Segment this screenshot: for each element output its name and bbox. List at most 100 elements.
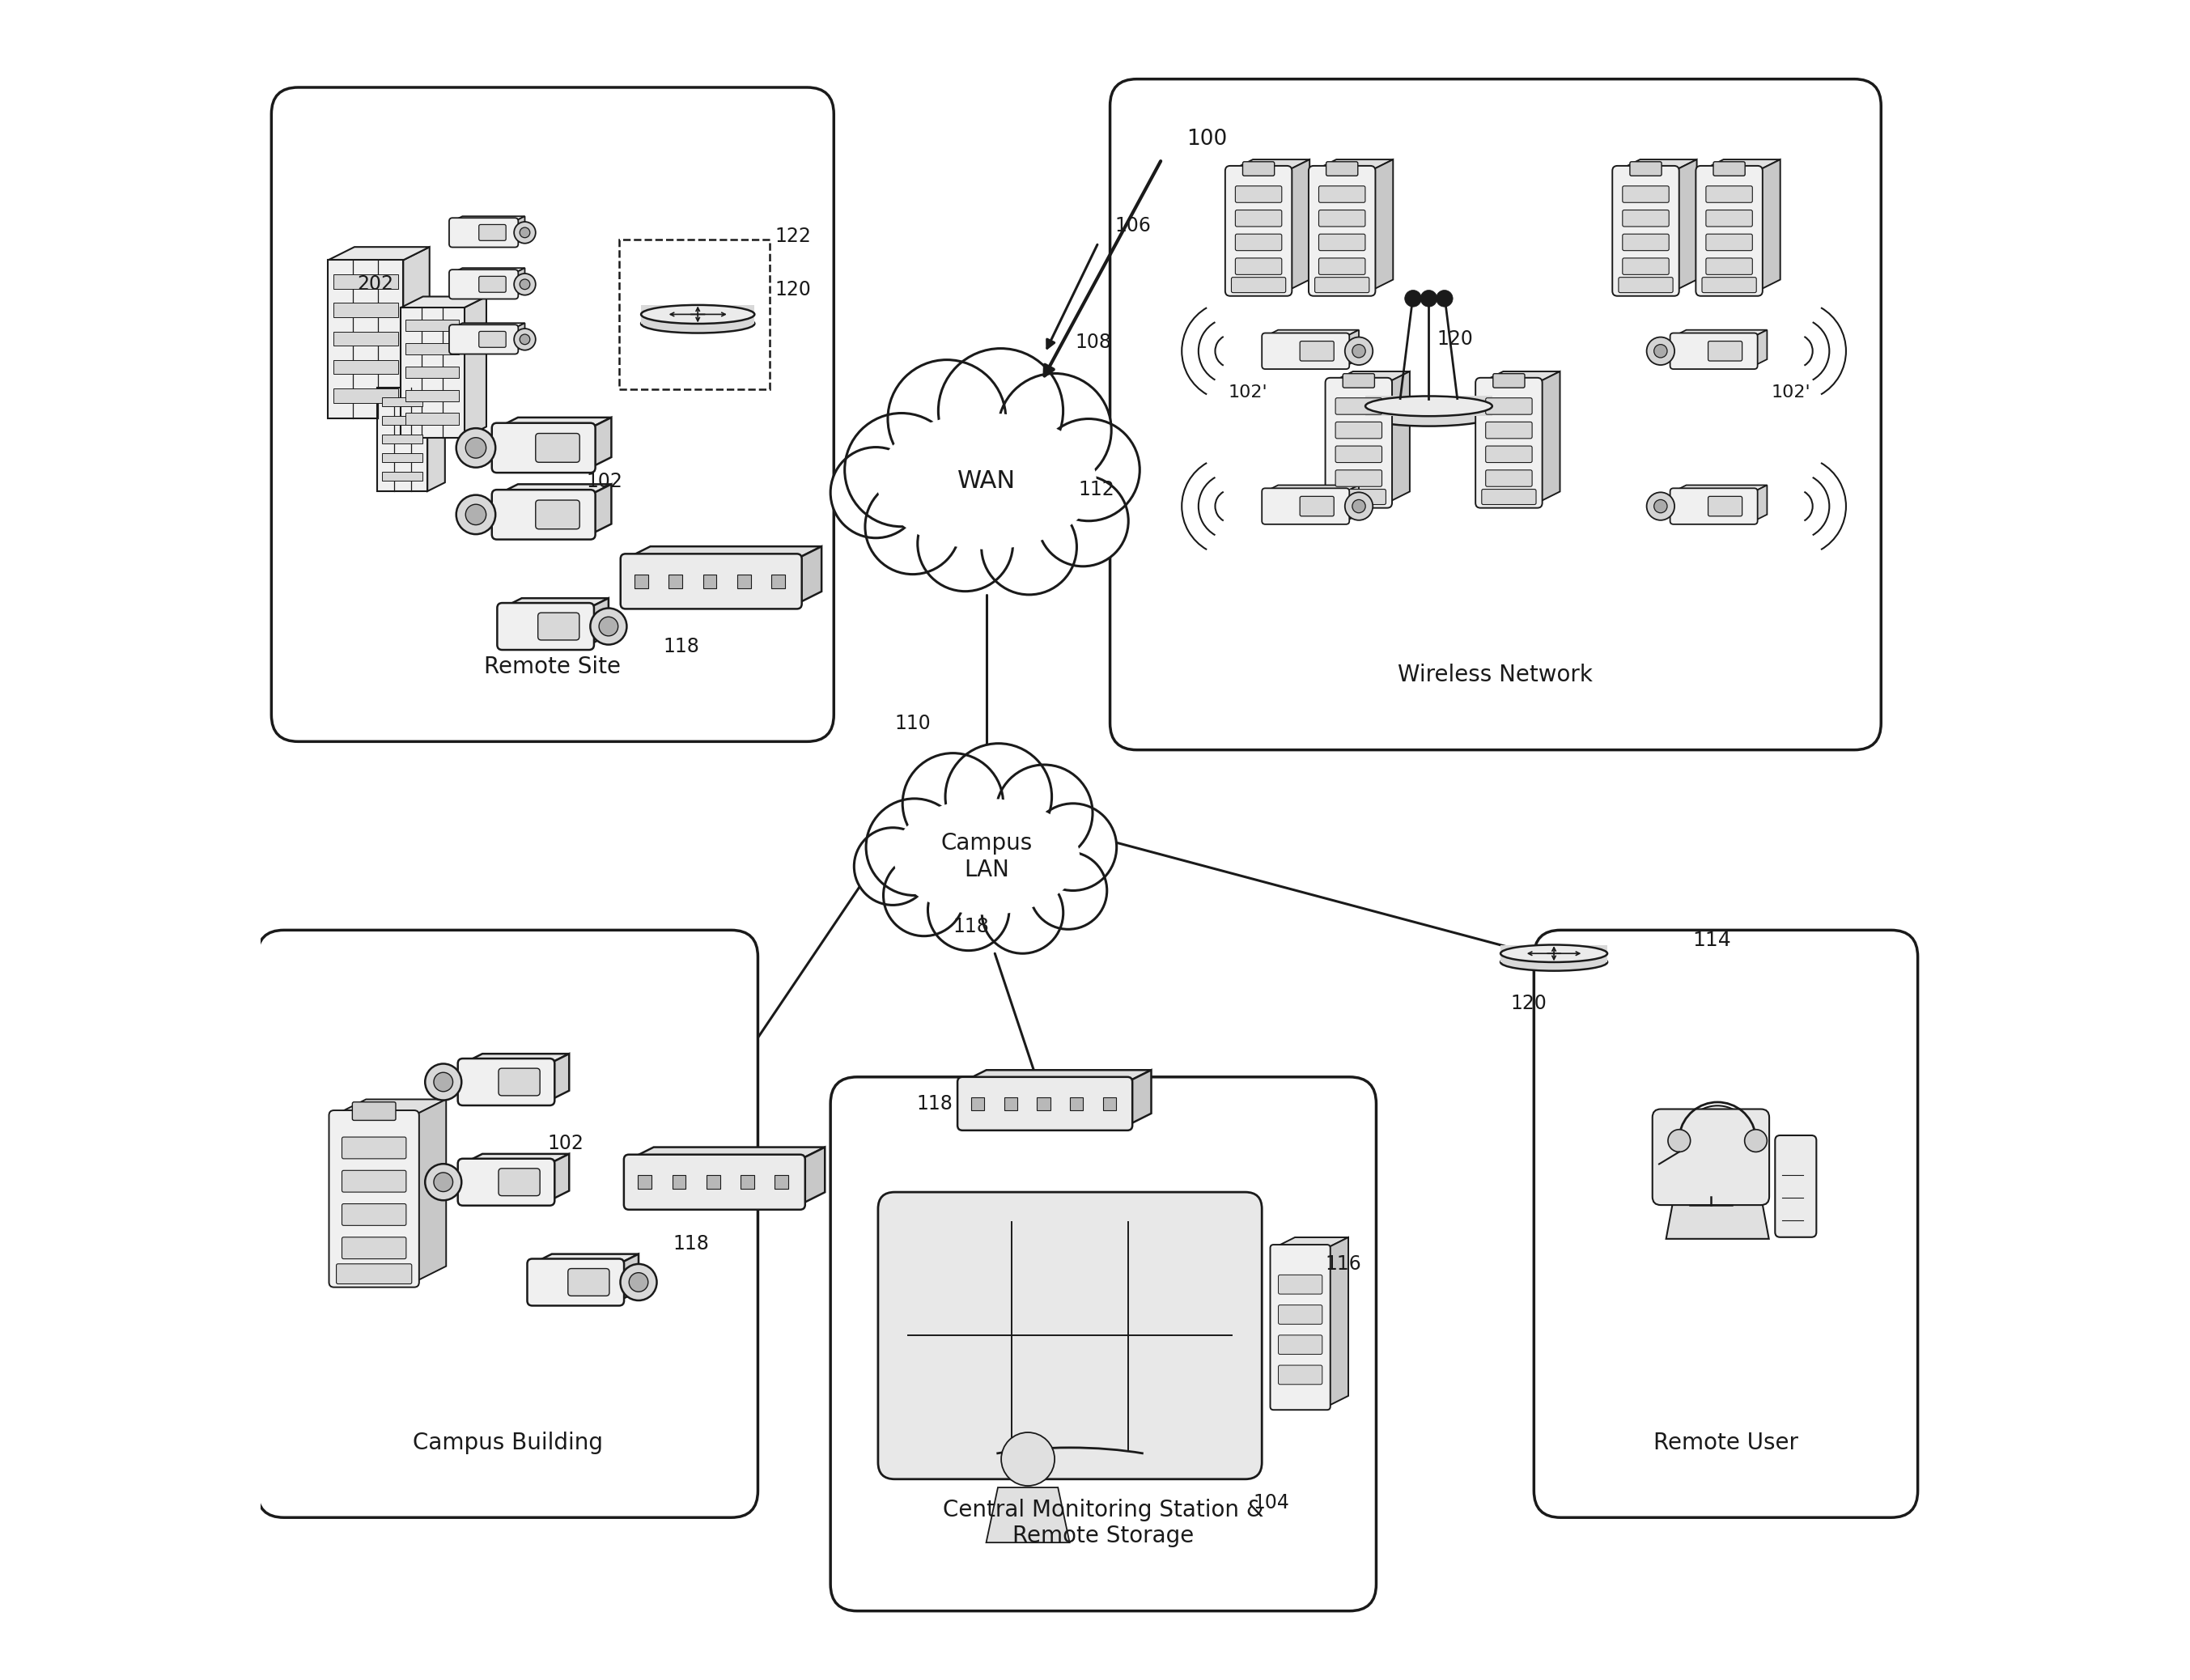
FancyBboxPatch shape bbox=[635, 575, 648, 588]
FancyBboxPatch shape bbox=[1713, 161, 1745, 176]
Text: 112: 112 bbox=[1077, 480, 1115, 499]
Polygon shape bbox=[550, 1154, 569, 1201]
Polygon shape bbox=[1347, 486, 1358, 521]
FancyBboxPatch shape bbox=[333, 360, 399, 375]
Polygon shape bbox=[961, 1070, 1152, 1082]
Text: 120: 120 bbox=[1511, 995, 1546, 1013]
FancyBboxPatch shape bbox=[775, 1176, 788, 1189]
Polygon shape bbox=[1673, 160, 1697, 291]
Text: 118: 118 bbox=[664, 637, 699, 657]
FancyBboxPatch shape bbox=[333, 302, 399, 318]
Circle shape bbox=[434, 1173, 453, 1191]
FancyBboxPatch shape bbox=[449, 269, 519, 299]
FancyBboxPatch shape bbox=[1485, 398, 1533, 415]
Circle shape bbox=[1029, 852, 1106, 929]
Text: 108: 108 bbox=[1075, 333, 1110, 353]
Text: 106: 106 bbox=[1115, 217, 1152, 235]
FancyBboxPatch shape bbox=[642, 306, 756, 324]
FancyBboxPatch shape bbox=[970, 1097, 983, 1110]
Polygon shape bbox=[453, 269, 526, 272]
Polygon shape bbox=[1673, 329, 1767, 336]
Circle shape bbox=[425, 1164, 462, 1200]
Polygon shape bbox=[453, 217, 526, 222]
FancyBboxPatch shape bbox=[1235, 210, 1281, 227]
FancyBboxPatch shape bbox=[1231, 277, 1286, 292]
FancyBboxPatch shape bbox=[1706, 259, 1752, 274]
Polygon shape bbox=[629, 1147, 826, 1159]
FancyBboxPatch shape bbox=[1235, 234, 1281, 250]
FancyBboxPatch shape bbox=[957, 1077, 1132, 1131]
FancyBboxPatch shape bbox=[537, 433, 580, 462]
FancyBboxPatch shape bbox=[1279, 1336, 1323, 1354]
Polygon shape bbox=[464, 297, 486, 438]
Circle shape bbox=[1669, 1129, 1691, 1152]
FancyBboxPatch shape bbox=[383, 435, 423, 444]
Text: 114: 114 bbox=[1693, 931, 1730, 949]
FancyBboxPatch shape bbox=[1104, 1097, 1117, 1110]
Circle shape bbox=[519, 227, 530, 237]
FancyBboxPatch shape bbox=[405, 390, 460, 402]
Polygon shape bbox=[1480, 371, 1559, 383]
Polygon shape bbox=[427, 380, 445, 491]
Circle shape bbox=[854, 828, 931, 906]
Circle shape bbox=[830, 447, 922, 538]
FancyBboxPatch shape bbox=[333, 274, 399, 289]
Circle shape bbox=[1038, 475, 1128, 566]
Circle shape bbox=[1647, 492, 1675, 521]
FancyBboxPatch shape bbox=[377, 388, 427, 491]
Text: 102: 102 bbox=[548, 1134, 585, 1154]
FancyBboxPatch shape bbox=[1612, 166, 1680, 296]
Polygon shape bbox=[1754, 329, 1767, 366]
FancyBboxPatch shape bbox=[567, 1268, 609, 1295]
FancyBboxPatch shape bbox=[1224, 166, 1292, 296]
FancyBboxPatch shape bbox=[1483, 489, 1535, 504]
FancyBboxPatch shape bbox=[1342, 373, 1375, 388]
FancyBboxPatch shape bbox=[342, 1205, 405, 1225]
Polygon shape bbox=[620, 1253, 639, 1300]
Polygon shape bbox=[797, 546, 821, 603]
FancyBboxPatch shape bbox=[637, 1176, 650, 1189]
Circle shape bbox=[629, 1273, 648, 1292]
FancyBboxPatch shape bbox=[1653, 1109, 1770, 1205]
Circle shape bbox=[999, 373, 1110, 487]
Circle shape bbox=[1647, 338, 1675, 365]
FancyBboxPatch shape bbox=[333, 388, 399, 403]
Polygon shape bbox=[1347, 329, 1358, 366]
Circle shape bbox=[946, 744, 1051, 850]
Text: Central Monitoring Station &
Remote Storage: Central Monitoring Station & Remote Stor… bbox=[944, 1499, 1264, 1547]
FancyBboxPatch shape bbox=[499, 1168, 541, 1196]
FancyBboxPatch shape bbox=[328, 1110, 418, 1287]
FancyBboxPatch shape bbox=[1623, 234, 1669, 250]
Circle shape bbox=[937, 348, 1062, 474]
FancyBboxPatch shape bbox=[620, 554, 802, 608]
Polygon shape bbox=[515, 269, 526, 296]
Ellipse shape bbox=[1500, 944, 1607, 963]
Polygon shape bbox=[1537, 371, 1559, 502]
FancyBboxPatch shape bbox=[668, 575, 683, 588]
Polygon shape bbox=[1702, 160, 1780, 171]
Circle shape bbox=[929, 869, 1010, 951]
FancyBboxPatch shape bbox=[1318, 259, 1364, 274]
FancyBboxPatch shape bbox=[480, 225, 506, 240]
Circle shape bbox=[1345, 492, 1373, 521]
FancyBboxPatch shape bbox=[493, 423, 596, 472]
Text: WAN: WAN bbox=[957, 469, 1016, 492]
Circle shape bbox=[1404, 291, 1421, 307]
Circle shape bbox=[981, 499, 1077, 595]
Text: Remote User: Remote User bbox=[1653, 1431, 1798, 1455]
FancyBboxPatch shape bbox=[1702, 277, 1756, 292]
FancyBboxPatch shape bbox=[738, 575, 751, 588]
FancyBboxPatch shape bbox=[1533, 931, 1918, 1517]
Text: 116: 116 bbox=[1325, 1255, 1362, 1273]
FancyBboxPatch shape bbox=[497, 603, 593, 650]
Text: 120: 120 bbox=[1437, 329, 1474, 349]
Circle shape bbox=[456, 428, 495, 467]
FancyBboxPatch shape bbox=[493, 491, 596, 539]
Polygon shape bbox=[497, 484, 611, 494]
Circle shape bbox=[996, 764, 1093, 862]
FancyBboxPatch shape bbox=[458, 1159, 554, 1206]
Polygon shape bbox=[1266, 329, 1358, 336]
Polygon shape bbox=[403, 247, 429, 418]
FancyBboxPatch shape bbox=[1623, 186, 1669, 203]
FancyBboxPatch shape bbox=[1485, 422, 1533, 438]
